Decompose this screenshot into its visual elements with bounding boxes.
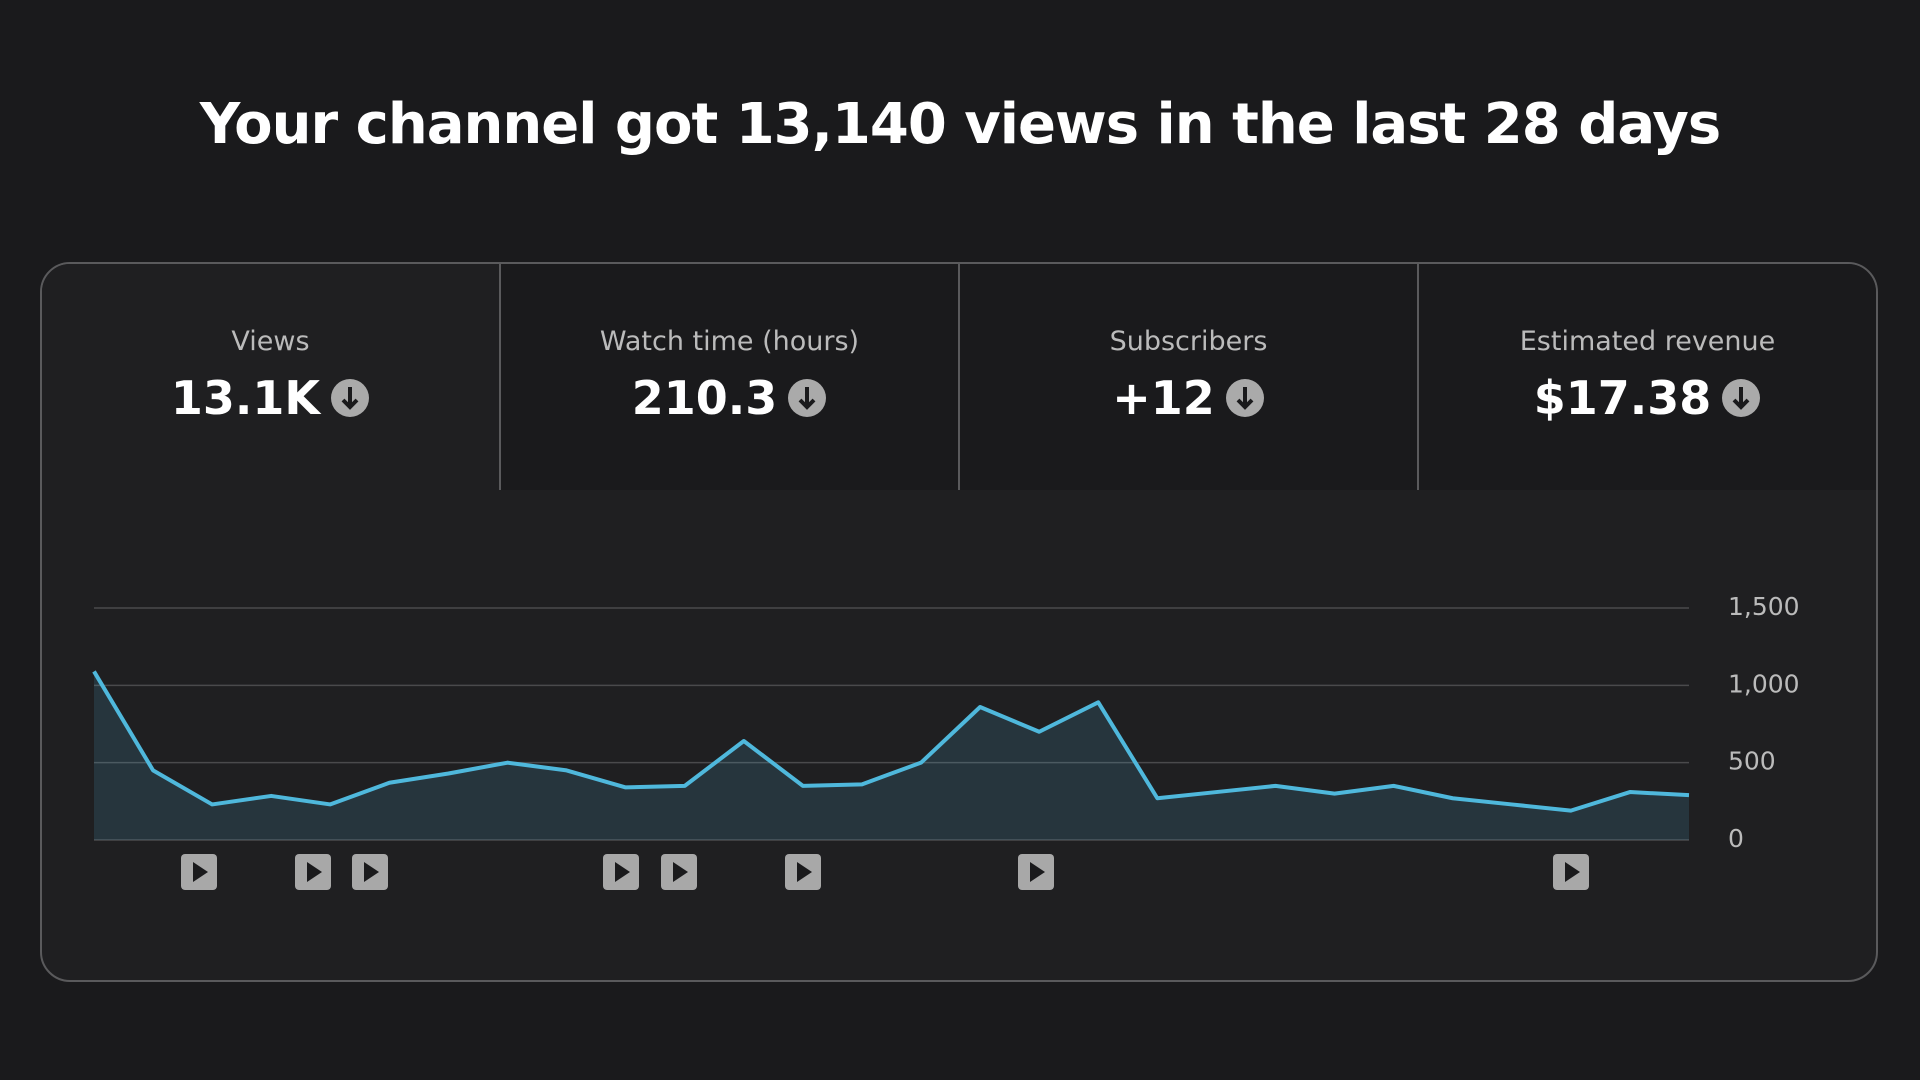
metric-value: 13.1K (170, 371, 321, 425)
metric-label: Estimated revenue (1519, 326, 1776, 357)
y-tick-label: 1,000 (1728, 669, 1800, 698)
metric-value-row: +12 (960, 371, 1417, 425)
page-title: Your channel got 13,140 views in the las… (199, 92, 1721, 157)
metric-tab[interactable]: Estimated revenue $17.38 (1417, 264, 1876, 490)
y-tick-label: 1,500 (1728, 592, 1800, 621)
video-marker[interactable] (661, 854, 697, 890)
metric-value-row: 13.1K (42, 371, 499, 425)
video-marker[interactable] (181, 854, 217, 890)
metric-tabs: Views 13.1K Watch time (hours) 210.3 Subscri… (42, 264, 1876, 490)
area (94, 671, 1689, 840)
video-marker[interactable] (603, 854, 639, 890)
metric-value: +12 (1112, 371, 1215, 425)
video-marker[interactable] (1018, 854, 1054, 890)
video-marker[interactable] (295, 854, 331, 890)
trend-down-icon (1225, 379, 1264, 417)
chart: 0 500 1,000 1,500 (92, 592, 1800, 890)
metric-label: Views (231, 326, 310, 357)
y-tick-label: 0 (1728, 824, 1744, 853)
line (92, 670, 1690, 813)
metric-tab[interactable]: Watch time (hours) 210.3 (499, 264, 958, 490)
metric-label: Subscribers (1109, 326, 1268, 357)
metric-value: $17.38 (1533, 371, 1712, 425)
video-marker[interactable] (785, 854, 821, 890)
metric-tab[interactable]: Subscribers +12 (958, 264, 1417, 490)
trend-down-icon (331, 379, 370, 417)
metric-label: Watch time (hours) (599, 326, 860, 357)
metric-value: 210.3 (631, 371, 778, 425)
y-tick-label: 500 (1728, 747, 1776, 776)
video-marker[interactable] (1553, 854, 1589, 890)
metric-value-row: $17.38 (1419, 371, 1876, 425)
metric-tab[interactable]: Views 13.1K (42, 264, 499, 490)
trend-down-icon (788, 379, 827, 417)
trend-down-icon (1722, 379, 1761, 417)
metric-value-row: 210.3 (501, 371, 958, 425)
video-marker[interactable] (352, 854, 388, 890)
analytics-card: 0 500 1,000 1,500 Views 13.1K Watch time (hou… (40, 262, 1878, 982)
